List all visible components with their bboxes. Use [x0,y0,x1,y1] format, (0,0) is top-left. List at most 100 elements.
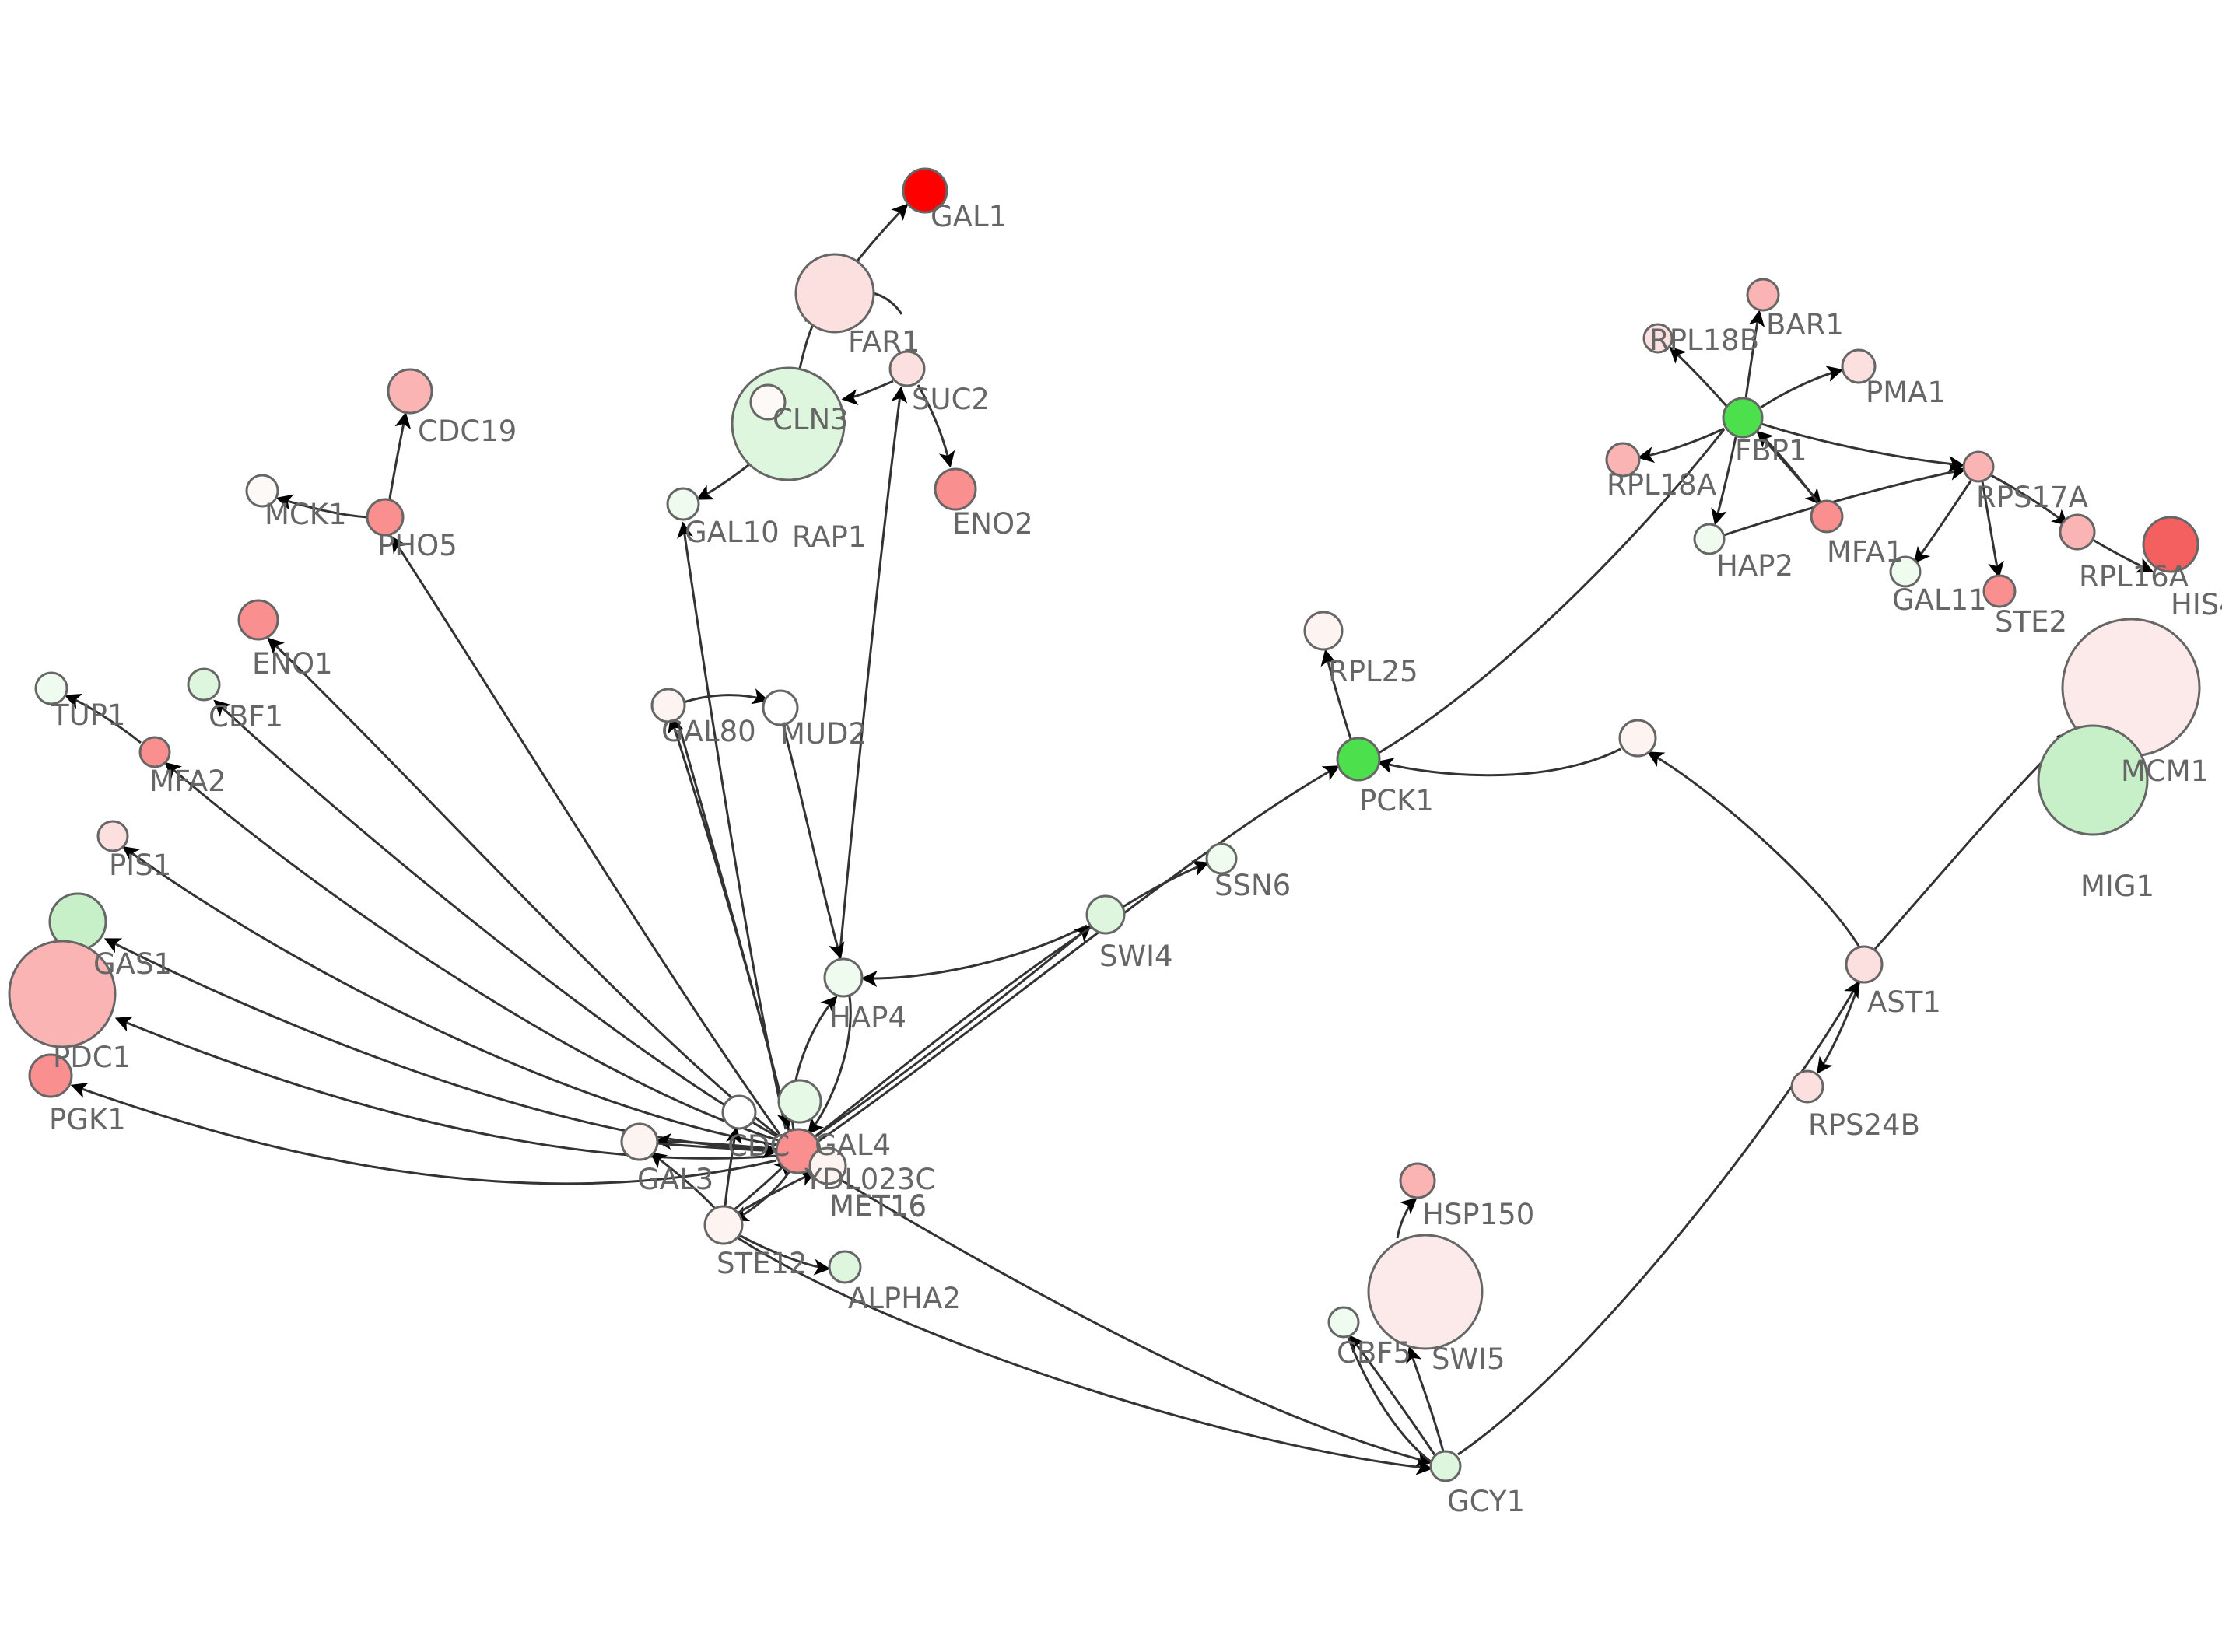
node-body[interactable] [1303,611,1344,651]
graph-node-rps17a[interactable] [1962,450,1995,483]
graph-node-alpha2[interactable] [828,1250,862,1284]
node-body[interactable] [934,467,977,511]
node-body[interactable] [1889,555,1922,588]
graph-node-eno1[interactable] [237,599,279,641]
graph-node-ast1[interactable] [1845,945,1884,984]
node-body[interactable] [187,667,221,702]
graph-node-ast1_mid[interactable] [1618,719,1657,758]
node-body[interactable] [1693,523,1726,555]
node-label-fbp1: FBP1 [1735,434,1807,467]
graph-node-gal11[interactable] [1889,555,1922,588]
node-body[interactable] [366,498,405,537]
node-body[interactable] [1841,348,1877,384]
graph-node-ydl023c[interactable] [808,1146,847,1185]
graph-node-rpl25[interactable] [1303,611,1344,651]
node-body[interactable] [777,1079,822,1124]
node-body[interactable] [34,671,68,705]
node-body[interactable] [1982,574,2017,608]
node-body[interactable] [1085,894,1126,935]
graph-node-cdc19[interactable] [387,368,433,415]
graph-node-gal1[interactable] [902,167,948,214]
graph-node-far1[interactable] [794,253,875,334]
graph-node-gal3[interactable] [620,1122,659,1161]
node-body[interactable] [823,957,864,998]
graph-node-his4[interactable] [2142,516,2199,573]
node-body[interactable] [888,350,926,387]
node-body[interactable] [2059,513,2096,551]
node-body[interactable] [1618,719,1657,758]
node-body[interactable] [1722,397,1764,439]
node-body[interactable] [1327,1306,1360,1339]
node-body[interactable] [808,1146,847,1185]
graph-node-swi5[interactable] [1367,1234,1484,1350]
node-body[interactable] [794,253,875,334]
graph-node-gal80_n[interactable] [650,688,686,723]
graph-node-fbp1[interactable] [1722,397,1764,439]
node-body[interactable] [2037,724,2149,836]
node-body[interactable] [1367,1234,1484,1350]
graph-node-mfa2[interactable] [138,736,171,768]
graph-node-mud2_n[interactable] [762,689,799,726]
graph-node-mfa1[interactable] [1810,499,1844,534]
node-body[interactable] [1336,737,1381,782]
graph-node-pgk1[interactable] [28,1053,73,1098]
node-body[interactable] [1962,450,1995,483]
node-label-gal80: GAL80 [661,715,756,748]
node-body[interactable] [1605,442,1641,478]
graph-node-pho5[interactable] [366,498,405,537]
graph-node-rpl16a[interactable] [2059,513,2096,551]
graph-node-cln3[interactable] [731,366,846,481]
node-body[interactable] [1810,499,1844,534]
graph-node-pdc1[interactable] [8,940,117,1048]
node-body[interactable] [828,1250,862,1284]
graph-node-rps24b[interactable] [1790,1069,1824,1104]
node-body[interactable] [387,368,433,415]
node-body[interactable] [138,736,171,768]
node-body[interactable] [620,1122,659,1161]
graph-node-hsp150[interactable] [1399,1162,1436,1199]
node-body[interactable] [28,1053,73,1098]
graph-node-eno2[interactable] [934,467,977,511]
graph-node-mck1[interactable] [245,474,279,508]
node-body[interactable] [666,487,700,521]
node-body[interactable] [2142,516,2199,573]
node-body[interactable] [1790,1069,1824,1104]
node-body[interactable] [96,820,129,852]
graph-node-gal10[interactable] [666,487,700,521]
graph-node-swi4[interactable] [1085,894,1126,935]
node-body[interactable] [721,1094,757,1130]
node-body[interactable] [245,474,279,508]
graph-node-tup1[interactable] [34,671,68,705]
node-body[interactable] [237,599,279,641]
graph-node-pis1[interactable] [96,820,129,852]
graph-node-hap4b[interactable] [777,1079,822,1124]
graph-node-rpl18b[interactable] [1642,323,1674,354]
graph-node-pck1[interactable] [1336,737,1381,782]
graph-node-hap4[interactable] [823,957,864,998]
graph-node-pma1[interactable] [1841,348,1877,384]
graph-node-cbf1[interactable] [187,667,221,702]
node-body[interactable] [1429,1450,1462,1482]
graph-node-bar1[interactable] [1746,278,1780,312]
node-body[interactable] [8,940,117,1048]
graph-node-ssn6[interactable] [1205,842,1238,875]
graph-node-cbf5[interactable] [1327,1306,1360,1339]
node-body[interactable] [1642,323,1674,354]
node-body[interactable] [902,167,948,214]
graph-node-ste2[interactable] [1982,574,2017,608]
graph-node-rpl18a[interactable] [1605,442,1641,478]
node-body[interactable] [703,1205,744,1245]
graph-node-ste12[interactable] [703,1205,744,1245]
node-body[interactable] [1399,1162,1436,1199]
graph-node-cdc[interactable] [721,1094,757,1130]
node-body[interactable] [1845,945,1884,984]
node-body[interactable] [1746,278,1780,312]
graph-node-suc2[interactable] [888,350,926,387]
node-inner-body[interactable] [749,383,787,421]
graph-node-mig1[interactable] [2037,724,2149,836]
graph-node-gcy1[interactable] [1429,1450,1462,1482]
graph-node-hap2[interactable] [1693,523,1726,555]
node-body[interactable] [1205,842,1238,875]
graph-edge [836,386,908,977]
